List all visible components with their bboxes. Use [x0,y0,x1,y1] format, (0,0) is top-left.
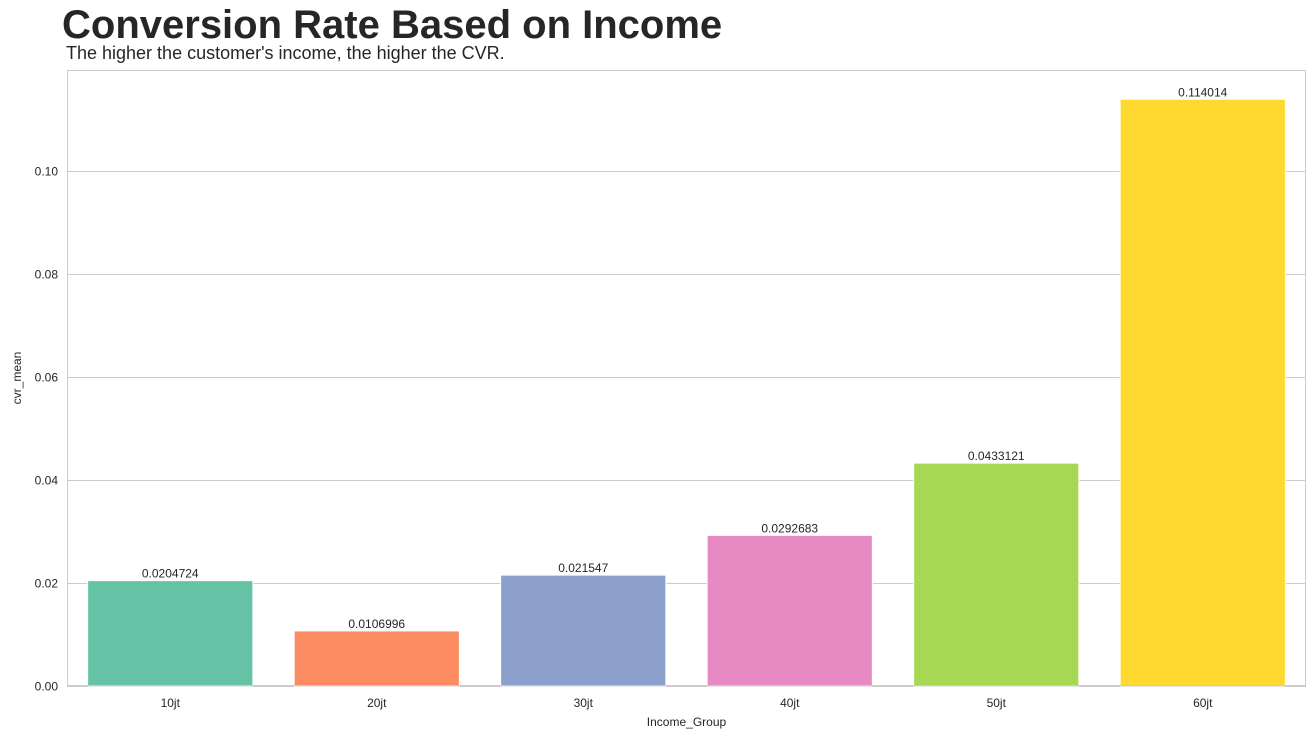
y-tick-label: 0.08 [35,268,59,282]
x-tick-label: 60jt [1193,696,1213,710]
y-tick-label: 0.02 [35,577,59,591]
x-tick-label: 30jt [574,696,594,710]
data-label-60jt: 0.114014 [1178,85,1227,99]
gridlines [67,171,1306,687]
bar-60jt [1119,98,1286,687]
x-tick-label: 50jt [987,696,1007,710]
data-label-10jt: 0.0204724 [142,567,199,581]
data-label-30jt: 0.021547 [558,561,608,575]
x-axis-label: Income_Group [647,715,727,729]
chart-subtitle: The higher the customer's income, the hi… [66,43,505,63]
bar-50jt [913,462,1080,687]
data-label-20jt: 0.0106996 [348,617,405,631]
chart-title: Conversion Rate Based on Income [62,3,723,47]
y-tick-label: 0.10 [35,165,59,179]
data-labels: 0.0204724 0.0106996 0.021547 0.0292683 0.043… [142,85,1228,631]
bar-30jt [500,574,667,687]
y-axis-ticks: 0.00 0.02 0.04 0.06 0.08 0.10 [35,165,59,694]
y-axis-label: cvr_mean [10,352,24,405]
data-label-50jt: 0.0433121 [968,449,1025,463]
y-tick-label: 0.06 [35,371,59,385]
x-tick-label: 40jt [780,696,800,710]
x-tick-label: 20jt [367,696,387,710]
x-tick-label: 10jt [161,696,181,710]
plot-frame [67,70,1306,686]
bar-10jt [87,580,254,687]
x-axis-ticks: 10jt 20jt 30jt 40jt 50jt 60jt [161,696,1214,710]
bar-40jt [706,534,873,687]
bar-20jt [293,630,460,687]
bars [87,98,1286,687]
y-tick-label: 0.04 [35,474,59,488]
y-tick-label: 0.00 [35,680,59,694]
data-label-40jt: 0.0292683 [761,521,818,535]
